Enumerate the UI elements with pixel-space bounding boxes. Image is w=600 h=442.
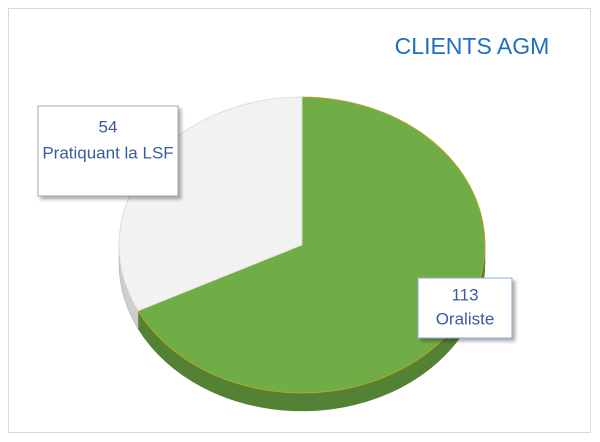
data-label-box <box>417 277 513 339</box>
data-label-box <box>37 105 179 197</box>
chart-title: CLIENTS AGM <box>395 33 550 59</box>
data-label-name: Oraliste <box>436 309 495 328</box>
data-label-name: Pratiquant la LSF <box>42 143 173 162</box>
data-label: 113 <box>451 285 478 304</box>
data-label: 54 <box>99 117 118 136</box>
